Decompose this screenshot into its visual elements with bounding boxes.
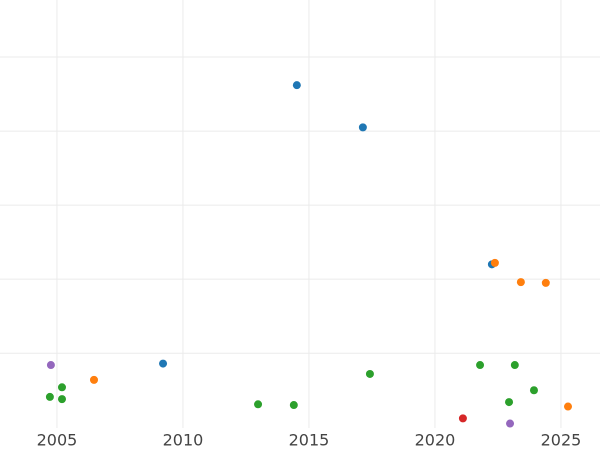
point — [516, 278, 525, 287]
point — [529, 386, 538, 395]
point — [289, 401, 298, 410]
point — [57, 395, 66, 404]
point — [541, 278, 550, 287]
point — [510, 361, 519, 370]
point — [292, 81, 301, 90]
point — [458, 414, 467, 423]
x-tick-label: 2010 — [163, 431, 204, 450]
point — [159, 359, 168, 368]
point — [89, 375, 98, 384]
x-tick-label: 2025 — [541, 431, 582, 450]
point — [45, 392, 54, 401]
point — [476, 361, 485, 370]
point — [490, 258, 499, 267]
point — [505, 398, 514, 407]
x-tick-label: 2015 — [289, 431, 330, 450]
point — [365, 369, 374, 378]
point — [563, 402, 572, 411]
x-tick-label: 2005 — [37, 431, 78, 450]
point — [254, 400, 263, 409]
point — [57, 383, 66, 392]
point — [506, 419, 515, 428]
point — [358, 123, 367, 132]
point — [46, 361, 55, 370]
x-tick-label: 2020 — [415, 431, 456, 450]
